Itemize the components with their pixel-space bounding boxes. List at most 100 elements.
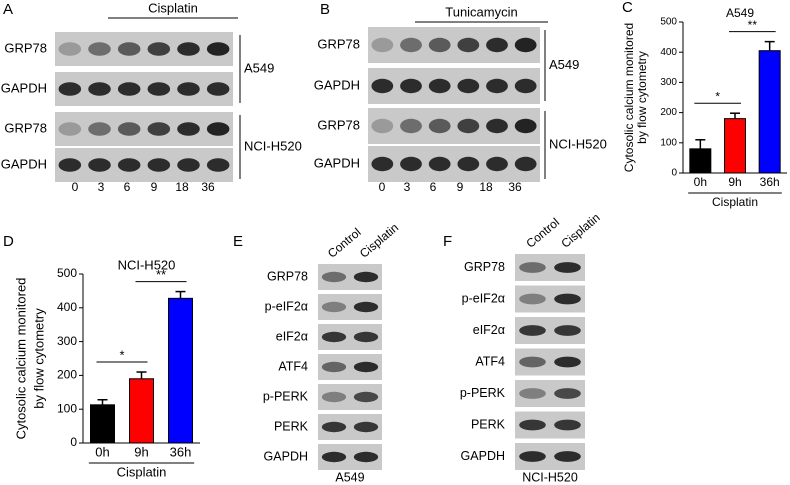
band xyxy=(486,37,508,53)
band xyxy=(371,78,394,94)
label: Control xyxy=(325,225,364,261)
label: p-PERK xyxy=(460,386,506,400)
band xyxy=(58,42,82,56)
band xyxy=(519,419,546,431)
band xyxy=(353,271,379,283)
label: GRP78 xyxy=(317,117,360,132)
label: 0h xyxy=(95,444,109,459)
band xyxy=(486,118,508,134)
label: p-PERK xyxy=(263,389,309,403)
band xyxy=(321,301,347,313)
band xyxy=(353,451,379,463)
band xyxy=(88,42,111,56)
band xyxy=(554,419,581,431)
label: D xyxy=(3,233,14,250)
label: 36h xyxy=(170,444,192,459)
band xyxy=(117,42,141,56)
band xyxy=(206,82,230,96)
label: 36h xyxy=(760,175,780,189)
label: 300 xyxy=(57,334,77,348)
blot-strip xyxy=(55,32,233,66)
label: GRP78 xyxy=(4,120,47,135)
label: eIF2α xyxy=(473,323,505,337)
label: 0 xyxy=(70,435,77,449)
band xyxy=(554,325,581,336)
label: GRP78 xyxy=(4,40,47,55)
band xyxy=(321,271,347,283)
label: A549 xyxy=(549,57,579,72)
band xyxy=(88,82,111,96)
band xyxy=(353,421,379,433)
bar xyxy=(168,297,193,444)
band xyxy=(514,156,537,172)
band xyxy=(554,293,581,305)
label: 400 xyxy=(57,300,77,314)
label: 9h xyxy=(134,444,148,459)
band xyxy=(371,156,394,172)
label: 400 xyxy=(660,47,677,58)
blot-strip xyxy=(368,146,540,182)
blot-strip xyxy=(368,68,540,104)
label: 18 xyxy=(175,180,189,194)
label: * xyxy=(715,89,720,103)
band xyxy=(457,37,480,53)
band xyxy=(400,78,422,94)
band xyxy=(117,82,141,96)
blot-strip xyxy=(368,27,540,63)
band xyxy=(206,42,230,56)
label: 0 xyxy=(379,180,386,194)
band xyxy=(486,156,508,172)
band xyxy=(519,451,546,462)
label: A xyxy=(3,1,13,18)
bar xyxy=(758,50,781,174)
label: A549 xyxy=(726,6,754,20)
label: Cisplatin xyxy=(357,220,401,260)
label: 36 xyxy=(508,180,522,194)
band xyxy=(177,82,200,96)
label: GAPDH xyxy=(1,156,47,171)
band xyxy=(519,356,546,368)
bar xyxy=(129,378,154,444)
label: GAPDH xyxy=(1,80,47,95)
band xyxy=(321,361,347,373)
label: 0 xyxy=(72,180,79,194)
bar xyxy=(689,148,712,174)
label: 300 xyxy=(660,77,677,88)
label: Tunicamycin xyxy=(445,4,517,19)
band xyxy=(400,118,422,134)
label: B xyxy=(320,1,330,18)
label: Cytosolic calcium monitored xyxy=(13,278,28,440)
label: eIF2α xyxy=(276,329,308,343)
label: A549 xyxy=(244,60,274,75)
band xyxy=(353,391,379,403)
band xyxy=(177,158,200,172)
band xyxy=(428,118,451,134)
band xyxy=(519,325,546,336)
label: p-eIF2α xyxy=(265,299,308,313)
label: E xyxy=(233,233,243,250)
bar xyxy=(724,118,746,174)
band xyxy=(486,78,508,94)
label: GAPDH xyxy=(314,155,360,170)
band xyxy=(147,158,171,172)
label: GRP78 xyxy=(464,260,505,274)
band xyxy=(554,262,581,273)
label: 18 xyxy=(479,180,493,194)
label: Cisplatin xyxy=(148,0,198,15)
band xyxy=(353,361,379,373)
band xyxy=(519,388,546,399)
band xyxy=(58,82,82,96)
band xyxy=(117,122,141,136)
band xyxy=(554,451,581,462)
label: NCI-H520 xyxy=(118,257,176,272)
band xyxy=(58,122,82,136)
label: 3 xyxy=(98,180,105,194)
band xyxy=(177,122,200,136)
band xyxy=(147,42,171,56)
band xyxy=(321,451,347,463)
label: 9 xyxy=(457,180,464,194)
band xyxy=(428,37,451,53)
band xyxy=(117,158,141,172)
label: 9 xyxy=(151,180,158,194)
label: 0 xyxy=(671,168,677,179)
